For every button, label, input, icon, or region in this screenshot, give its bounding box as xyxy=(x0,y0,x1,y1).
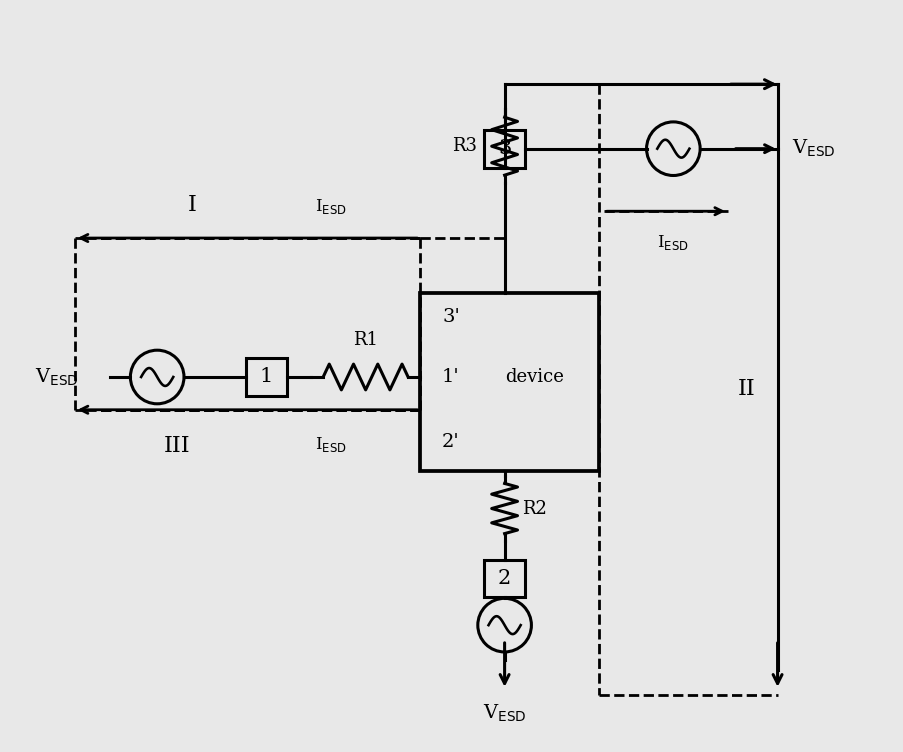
Text: I: I xyxy=(187,194,196,216)
Text: R3: R3 xyxy=(452,137,476,155)
Bar xyxy=(246,358,287,396)
Text: 3: 3 xyxy=(498,139,511,158)
Text: V$_{\rm ESD}$: V$_{\rm ESD}$ xyxy=(792,138,835,159)
Text: III: III xyxy=(163,435,191,456)
Text: V$_{\rm ESD}$: V$_{\rm ESD}$ xyxy=(35,366,79,387)
Text: 2: 2 xyxy=(498,569,511,588)
Text: 2': 2' xyxy=(442,432,460,450)
Text: 1: 1 xyxy=(259,368,273,387)
Text: I$_{\rm ESD}$: I$_{\rm ESD}$ xyxy=(314,197,347,216)
Bar xyxy=(420,293,599,472)
Text: device: device xyxy=(505,368,563,386)
Text: II: II xyxy=(737,378,755,400)
Text: V$_{\rm ESD}$: V$_{\rm ESD}$ xyxy=(482,702,526,724)
Text: I$_{\rm ESD}$: I$_{\rm ESD}$ xyxy=(314,435,347,453)
Text: R2: R2 xyxy=(522,499,546,517)
Bar xyxy=(483,130,525,168)
Text: 1': 1' xyxy=(442,368,460,386)
Text: 3': 3' xyxy=(442,308,460,326)
Bar xyxy=(483,559,525,597)
Text: I$_{\rm ESD}$: I$_{\rm ESD}$ xyxy=(656,233,688,252)
Text: R1: R1 xyxy=(353,331,377,349)
